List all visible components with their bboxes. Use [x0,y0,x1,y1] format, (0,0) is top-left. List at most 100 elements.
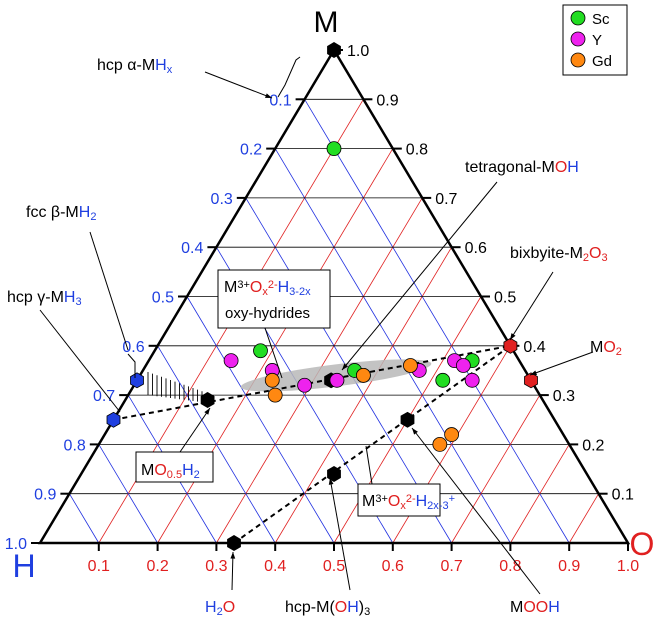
label-mo05h2-part: H [182,462,194,479]
label-hydroxide-formula-part: 2- [406,493,416,505]
label-oxyhydrides-formula: M3+Ox2-H3-2x [224,279,311,298]
reference-point [327,42,341,58]
data-point-gd [444,427,460,442]
axis-ticks: 0.1 0.2 0.3 0.4 0.5 0.6 0.7 0.8 0.9 1.0 1.0 0.9 0.8 0… [5,43,639,575]
label-bixbyite-m2o3-part: 2 [583,252,589,264]
grid-line-h [69,493,100,544]
legend-label-sc: Sc [592,11,610,28]
data-point-y [455,358,471,373]
reference-point [327,466,341,482]
line-oxyhydrides [264,327,283,379]
data-point-gd [355,367,371,383]
label-hcp-moh3-part: hcp-M( [285,599,335,616]
data-point-y [297,377,313,393]
arrow-mo2 [529,351,594,376]
label-mo05h2-part: 0.5 [167,469,182,481]
line-hcp-gamma [39,309,121,413]
tick-label-bottom: 0.7 [440,558,462,575]
label-mo2-part: M [590,339,603,356]
data-point-gd [264,372,280,388]
tick-label-right: 0.3 [553,388,575,405]
label-mo05h2-part: 2 [194,469,200,481]
label-hydroxide-formula-part: H [416,493,428,510]
label-oxyhydrides-formula-part: x [262,286,268,298]
tick-label-left: 0.2 [240,142,262,159]
tick-label-right: 1.0 [347,43,369,60]
label-hcp-gamma-mh3-part: 3 [75,296,81,308]
dashed-tie-lines [113,344,511,544]
label-hcp-moh3-part: 3 [364,606,370,618]
reference-point [227,535,241,551]
label-oxyhydrides-text: oxy-hydrides [225,305,310,322]
tick-label-left: 0.6 [122,339,144,356]
data-point-gd [267,387,283,403]
label-bixbyite-m2o3-part: bixbyite-M [510,245,583,262]
data-point-y [223,353,239,368]
oxyhydrides-box [217,269,331,329]
tick-label-right: 0.9 [376,92,398,109]
label-hcp-moh3-part: O [335,599,347,616]
grid-line-o [510,444,570,544]
grid-line-o [568,493,599,544]
tick-label-right: 0.8 [406,142,428,159]
label-fcc-beta-mh2-part: 2 [90,211,96,223]
vertex-label-left: H [12,548,35,584]
label-hcp-gamma-mh3-part: H [64,289,76,306]
grid-line-o [451,394,541,544]
label-fcc-beta-mh2-part: -M [60,204,79,221]
line-fcc-beta [89,231,129,351]
label-hydroxide-formula-part: M [362,493,375,510]
legend-label-y: Y [592,32,602,49]
label-mooh: MOOH [510,599,560,616]
reference-point [400,411,415,428]
hydroxide-box [357,483,441,517]
label-hcp-moh3-part: ) [359,599,364,616]
label-tetragonal-moh-part: H [567,159,579,176]
data-point-sc [435,372,451,388]
label-fcc-beta-mh2: fcc β-MH2 [26,204,96,223]
label-bixbyite-m2o3-part: 3 [601,252,607,264]
legend-marker-gd [570,52,586,68]
label-mo2: MO2 [590,339,622,358]
label-mooh-part: O [523,599,535,616]
label-h2o: H2O [205,599,235,618]
label-mooh-part: H [548,599,560,616]
tick-label-left: 1.0 [5,536,27,553]
label-oxyhydrides-formula-part: 3-2x [289,286,311,298]
label-h2o-part: H [205,599,217,616]
label-mo05h2-part: M [141,462,154,479]
label-hydroxide-formula-part: 3+ [375,493,388,505]
legend: Sc Y Gd [562,4,628,76]
dashed-line [113,344,511,421]
label-hydroxide-formula-part: + [449,493,455,505]
reference-point [524,372,538,389]
tick-label-left: 0.5 [152,290,174,307]
tick-label-right: 0.6 [465,240,487,257]
legend-marker-y [570,31,586,47]
label-hcp-gamma-mh3-part: γ [37,289,45,306]
grid-line-h [304,99,570,544]
tick-label-left: 0.4 [181,240,203,257]
arrow-h2o-head [230,552,236,559]
arrow-mo2-head [530,370,537,375]
label-oxyhydrides-formula-part: O [250,279,262,296]
label-hydroxide-formula-part: x [400,500,406,512]
legend-label-gd: Gd [592,53,612,70]
label-hydroxide-formula-part: O [388,493,400,510]
label-hcp-gamma-mh3-part: -M [45,289,64,306]
arrow-hcp-moh3 [329,477,351,591]
tick-label-bottom: 0.9 [558,558,580,575]
tick-label-bottom: 0.6 [382,558,404,575]
tick-label-right: 0.5 [494,290,516,307]
tick-label-bottom: 0.4 [264,558,286,575]
arrow-hcp-moh3-head [328,478,334,485]
label-hydroxide-formula: M3+Ox2-H2x-3+ [362,493,455,512]
reference-point [130,372,144,389]
grid-line-h [186,296,335,544]
line-hydroxide [365,445,373,485]
label-hcp-moh3: hcp-M(OH)3 [285,599,370,618]
label-bixbyite-m2o3-part: O [589,245,601,262]
reference-point [106,411,121,428]
